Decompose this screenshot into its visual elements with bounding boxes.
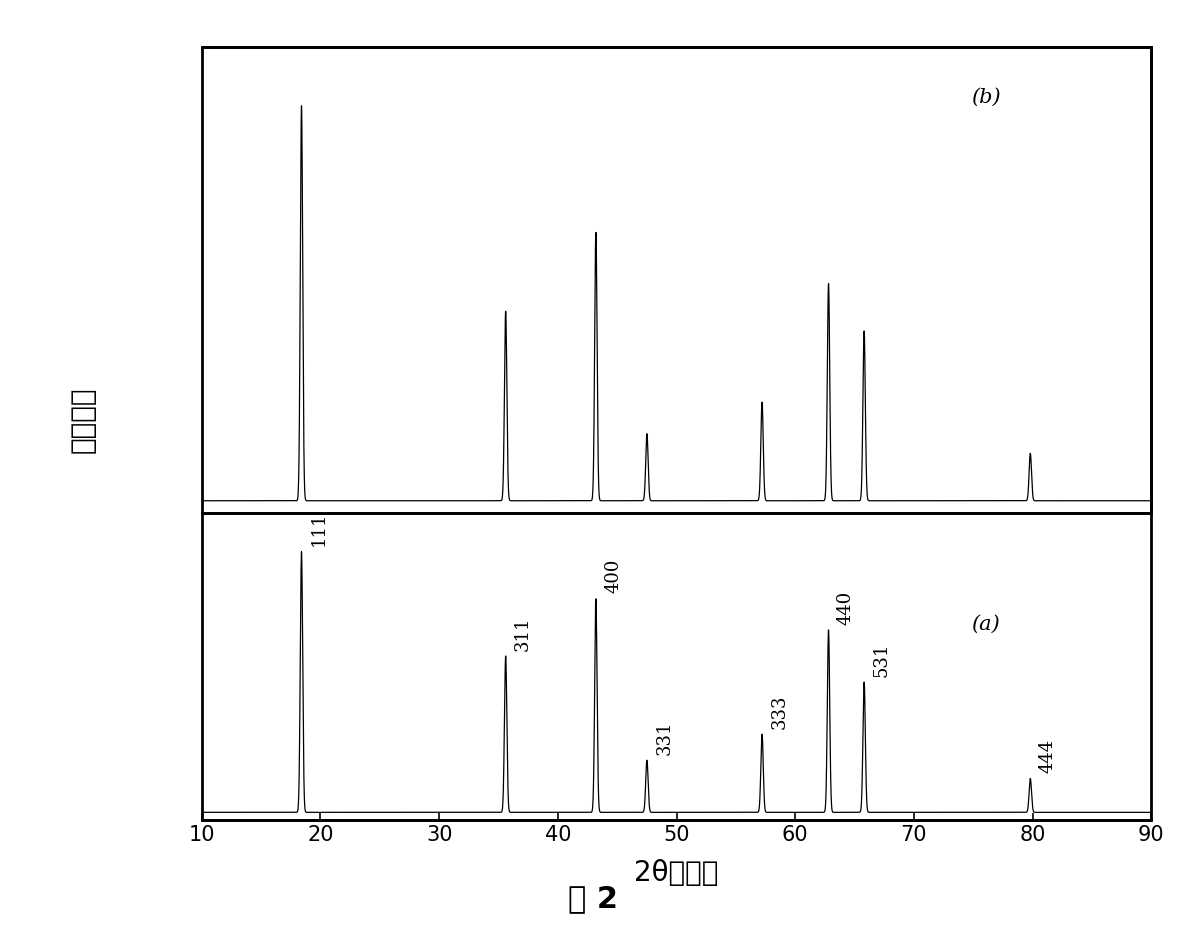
- Text: 333: 333: [770, 694, 788, 729]
- Text: (b): (b): [971, 88, 1001, 106]
- Text: (a): (a): [971, 614, 999, 634]
- X-axis label: 2θ（度）: 2θ（度）: [634, 859, 719, 887]
- Text: 311: 311: [514, 616, 532, 651]
- Text: 111: 111: [310, 512, 328, 546]
- Text: 图 2: 图 2: [569, 884, 618, 913]
- Text: 440: 440: [837, 591, 855, 624]
- Text: 相对强度: 相对强度: [69, 386, 97, 453]
- Text: 444: 444: [1039, 739, 1056, 774]
- Text: 331: 331: [655, 720, 673, 755]
- Text: 531: 531: [872, 642, 890, 677]
- Text: 400: 400: [604, 559, 622, 594]
